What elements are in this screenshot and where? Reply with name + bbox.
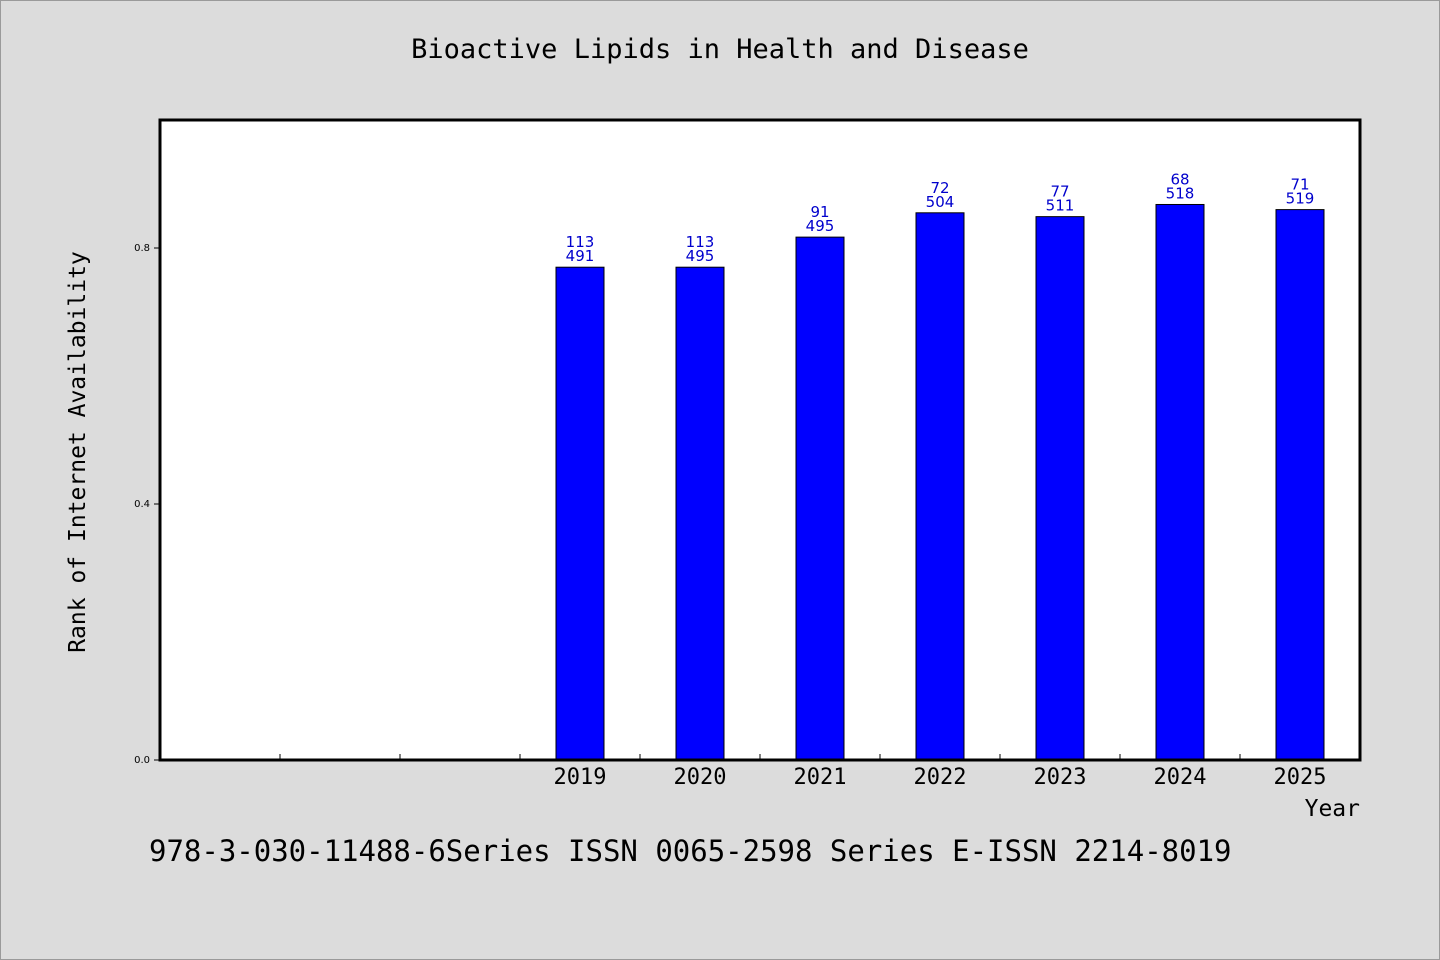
bar [1155, 203, 1205, 761]
bar-label-bottom: 495 [806, 217, 835, 235]
bar-label-bottom: 518 [1166, 184, 1195, 202]
bar-label-top: 91 [810, 203, 829, 221]
x-tick-label: 2023 [1034, 765, 1087, 790]
y-tick-label: 0.4 [134, 499, 150, 510]
bar-label-top: 71 [1290, 176, 1309, 194]
bar [1035, 216, 1085, 761]
x-tick-label: 2019 [554, 765, 607, 790]
bar-label-top: 113 [566, 233, 595, 251]
bar-label-top: 72 [930, 179, 949, 197]
chart-title: Bioactive Lipids in Health and Disease [411, 34, 1029, 65]
isbn-issn-footer: 978-3-030-11488-6Series ISSN 0065-2598 S… [149, 834, 1232, 868]
x-tick-label: 2025 [1274, 765, 1327, 790]
x-tick-label: 2024 [1154, 765, 1207, 790]
y-tick-label: 0.8 [134, 243, 150, 254]
bar [555, 266, 605, 761]
bar-label-top: 113 [686, 233, 715, 251]
y-tick-label: 0.0 [134, 755, 150, 766]
bar-label-bottom: 491 [566, 247, 595, 265]
bar-label-top: 77 [1050, 183, 1069, 201]
x-axis-title: Year [1304, 796, 1360, 822]
x-tick-label: 2022 [914, 765, 967, 790]
bar-label-bottom: 511 [1046, 197, 1075, 215]
bar-label-bottom: 495 [686, 247, 715, 265]
plot-border [158, 118, 1362, 762]
x-tick-label: 2021 [794, 765, 847, 790]
bar [795, 236, 845, 761]
bar-label-bottom: 519 [1286, 190, 1315, 208]
bar [675, 266, 725, 761]
bar-label-bottom: 504 [926, 193, 955, 211]
bar [915, 212, 965, 761]
bar [1275, 209, 1325, 761]
bar-label-top: 68 [1170, 170, 1189, 188]
x-tick-label: 2020 [674, 765, 727, 790]
